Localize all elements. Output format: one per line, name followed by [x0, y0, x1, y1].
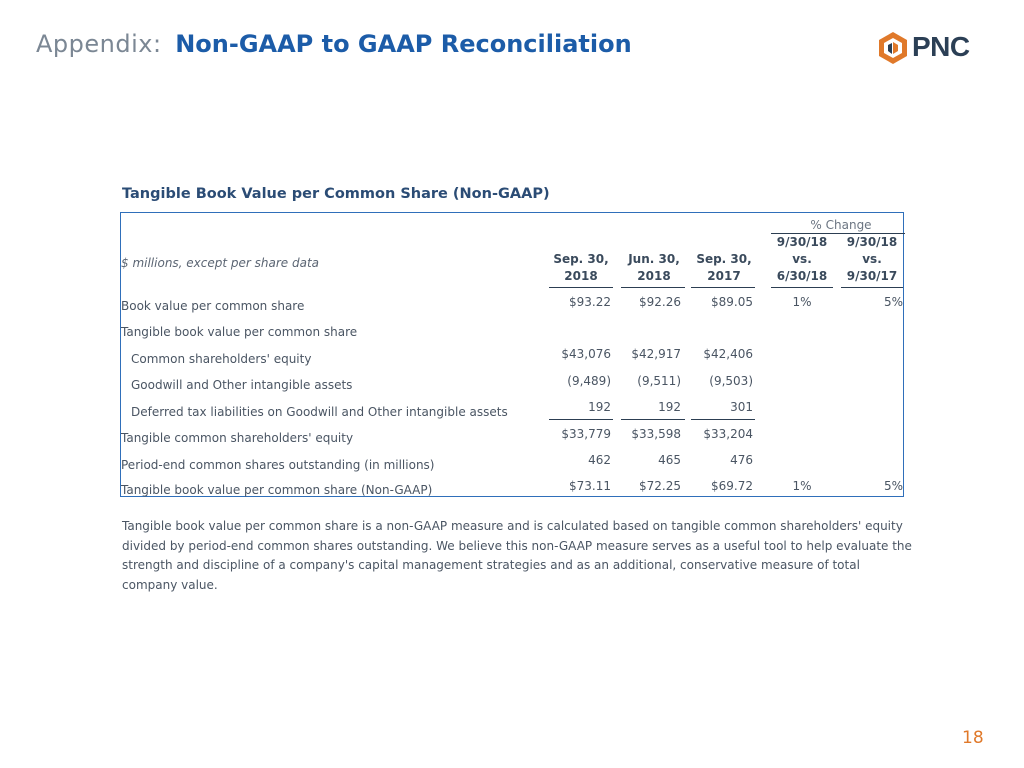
- col-header-line: vs.: [862, 252, 882, 266]
- table-cell: 465: [658, 453, 681, 467]
- row-label: Tangible common shareholders' equity: [121, 431, 354, 445]
- title-main: Non-GAAP to GAAP Reconciliation: [175, 30, 632, 58]
- page-number: 18: [962, 728, 984, 748]
- units-label: $ millions, except per share data: [121, 256, 320, 270]
- col-header-vs-sep: 9/30/18 vs. 9/30/17: [841, 234, 903, 285]
- reconciliation-table: % Change $ millions, except per share da…: [120, 212, 905, 497]
- table-cell: $93.22: [569, 295, 611, 309]
- header-underline: [691, 287, 755, 289]
- col-header-line: Sep. 30,: [553, 252, 609, 266]
- col-header-line: 2017: [707, 269, 741, 283]
- table-cell: $89.05: [711, 295, 753, 309]
- table-cell: 5%: [883, 295, 903, 309]
- table-cell: 5%: [883, 479, 903, 493]
- col-header-line: 9/30/17: [846, 269, 898, 283]
- table-cell: 476: [730, 453, 753, 467]
- pct-change-rule: [771, 233, 905, 235]
- header-underline: [841, 287, 903, 289]
- col-header-sep-2017: Sep. 30, 2017: [689, 251, 759, 285]
- table-cell: 192: [588, 400, 611, 414]
- table-cell: 1%: [792, 295, 812, 309]
- col-header-line: 9/30/18: [776, 235, 828, 249]
- col-header-line: vs.: [792, 252, 812, 266]
- table-cell: (9,511): [637, 374, 681, 388]
- col-header-line: Sep. 30,: [696, 252, 752, 266]
- pct-change-header: % Change: [810, 218, 872, 232]
- row-label: Tangible book value per common share (No…: [121, 483, 433, 497]
- col-header-sep-2018: Sep. 30, 2018: [546, 251, 616, 285]
- table-cell: $33,204: [703, 427, 753, 441]
- table-cell: 301: [730, 400, 753, 414]
- col-header-line: 2018: [637, 269, 671, 283]
- col-header-jun-2018: Jun. 30, 2018: [619, 251, 689, 285]
- table-cell: 462: [588, 453, 611, 467]
- col-header-vs-jun: 9/30/18 vs. 6/30/18: [771, 234, 833, 285]
- header-underline: [621, 287, 685, 289]
- table-cell: 1%: [792, 479, 812, 493]
- title-prefix: Appendix:: [36, 30, 162, 58]
- row-label: Book value per common share: [121, 299, 305, 313]
- table-cell: $43,076: [561, 347, 611, 361]
- table-cell: $42,917: [631, 347, 681, 361]
- pnc-logo: PNC: [876, 30, 992, 66]
- col-header-line: Jun. 30,: [628, 252, 680, 266]
- table-cell: 192: [658, 400, 681, 414]
- header-underline: [549, 287, 613, 289]
- table-cell: $72.25: [639, 479, 681, 493]
- col-header-line: 9/30/18: [846, 235, 898, 249]
- table-cell: $33,779: [561, 427, 611, 441]
- row-label: Deferred tax liabilities on Goodwill and…: [131, 405, 508, 419]
- table-cell: $42,406: [703, 347, 753, 361]
- col-header-line: 2018: [564, 269, 598, 283]
- header-underline: [771, 287, 833, 289]
- subtotal-rule: [621, 419, 685, 421]
- section-title: Tangible Book Value per Common Share (No…: [122, 186, 550, 202]
- row-label: Common shareholders' equity: [131, 352, 312, 366]
- table-cell: $92.26: [639, 295, 681, 309]
- page-title: Appendix: Non-GAAP to GAAP Reconciliatio…: [36, 30, 632, 58]
- logo-text: PNC: [912, 31, 970, 62]
- footnote: Tangible book value per common share is …: [122, 519, 912, 592]
- table-cell: (9,489): [567, 374, 611, 388]
- subtotal-rule: [691, 419, 755, 421]
- row-label: Goodwill and Other intangible assets: [131, 378, 353, 392]
- row-label: Tangible book value per common share: [121, 325, 358, 339]
- table-cell: (9,503): [709, 374, 753, 388]
- table-cell: $69.72: [711, 479, 753, 493]
- table-cell: $33,598: [631, 427, 681, 441]
- subtotal-rule: [549, 419, 613, 421]
- pnc-logo-icon: [879, 32, 907, 64]
- col-header-line: 6/30/18: [776, 269, 828, 283]
- row-label: Period-end common shares outstanding (in…: [121, 458, 435, 472]
- table-cell: $73.11: [569, 479, 611, 493]
